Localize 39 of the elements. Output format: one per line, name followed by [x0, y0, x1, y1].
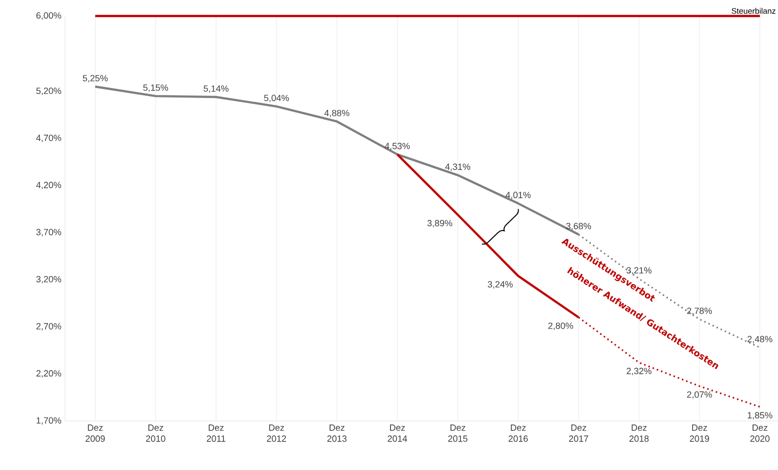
- data-label: 4,01%: [506, 192, 531, 200]
- data-label: 4,88%: [324, 110, 350, 118]
- x-tick-label: Dez 2014: [388, 424, 408, 442]
- data-label: 1,85%: [748, 412, 772, 420]
- data-label: 2,07%: [687, 391, 712, 399]
- data-label: 3,68%: [566, 222, 592, 230]
- data-label: 4,31%: [445, 164, 470, 171]
- y-tick-label: 2,20%: [36, 370, 62, 378]
- data-label: 2,78%: [687, 308, 712, 316]
- x-tick-label: Dez 2019: [690, 424, 710, 442]
- y-tick-label: 3,70%: [36, 228, 62, 236]
- data-label: 5,14%: [204, 85, 229, 93]
- y-tick-label: 4,70%: [36, 134, 62, 142]
- x-tick-label: Dez 2013: [327, 424, 347, 442]
- data-label: 5,15%: [143, 84, 168, 92]
- x-tick-label: Dez 2020: [750, 424, 770, 442]
- x-tick-label: Dez 2016: [508, 424, 528, 442]
- x-tick-label: Dez 2009: [86, 424, 105, 442]
- y-tick-label: 5,20%: [36, 88, 62, 96]
- x-tick-label: Dez 2012: [266, 424, 286, 442]
- y-tick-label: 6,00%: [36, 12, 62, 20]
- data-label: 2,32%: [626, 368, 652, 376]
- series-label: Steuerbilanz: [732, 8, 776, 14]
- data-label: 3,24%: [488, 281, 513, 289]
- y-tick-label: 1,70%: [36, 417, 62, 425]
- x-tick-label: Dez 2010: [146, 424, 166, 442]
- y-tick-label: 3,20%: [36, 276, 62, 284]
- x-tick-label: Dez 2018: [629, 424, 649, 442]
- data-label: 4,53%: [384, 142, 410, 150]
- data-label: 2,48%: [748, 336, 772, 344]
- data-label: 3,89%: [427, 220, 452, 228]
- y-tick-label: 2,70%: [36, 323, 62, 331]
- data-label: 5,04%: [264, 94, 289, 102]
- y-tick-label: 4,20%: [36, 182, 62, 190]
- x-tick-label: Dez 2017: [569, 424, 588, 442]
- x-tick-label: Dez 2015: [448, 424, 468, 442]
- x-tick-label: Dez 2011: [206, 424, 226, 442]
- data-label: 5,25%: [82, 74, 108, 82]
- data-label: 2,80%: [548, 322, 574, 330]
